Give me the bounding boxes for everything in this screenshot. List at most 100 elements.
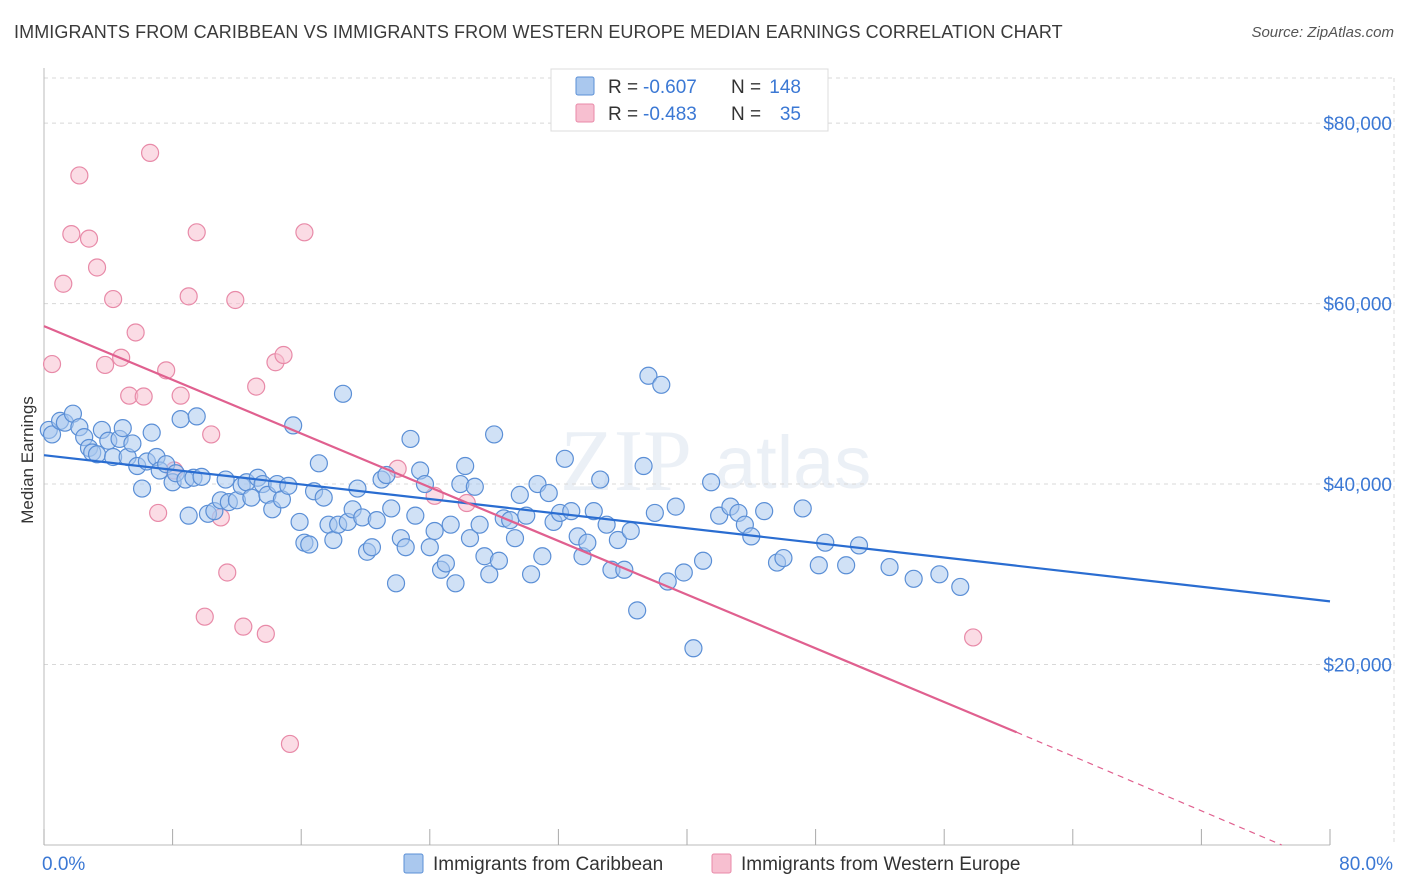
data-point-caribbean [652, 375, 671, 394]
data-point-caribbean [485, 425, 504, 444]
data-point-caribbean [621, 521, 640, 541]
data-point-caribbean [639, 366, 658, 385]
data-point-europe [202, 425, 221, 444]
data-point-caribbean [539, 483, 558, 503]
data-point-caribbean [406, 506, 425, 525]
data-point-caribbean [113, 419, 132, 438]
data-point-caribbean [809, 556, 828, 575]
data-point-caribbean [465, 477, 484, 496]
data-point-caribbean [142, 423, 161, 442]
stats-n-label: N = [731, 104, 761, 125]
data-point-caribbean [348, 479, 367, 498]
data-point-caribbean [279, 476, 298, 495]
data-point-caribbean [187, 407, 206, 426]
y-tick-label: $80,000 [1323, 114, 1392, 135]
data-point-caribbean [584, 502, 603, 521]
data-point-caribbean [666, 497, 685, 516]
data-point-caribbean [290, 512, 309, 532]
data-point-caribbean [401, 429, 420, 449]
data-point-caribbean [489, 551, 509, 570]
data-point-europe [95, 355, 115, 375]
data-point-caribbean [386, 574, 406, 593]
data-point-caribbean [42, 425, 62, 444]
data-point-europe [79, 229, 99, 248]
data-point-europe [134, 387, 153, 406]
data-point-caribbean [880, 557, 899, 577]
data-point-caribbean [774, 548, 793, 568]
data-point-caribbean [674, 563, 693, 582]
data-point-caribbean [608, 530, 627, 550]
data-point-caribbean [591, 470, 610, 489]
data-point-caribbean [382, 499, 401, 518]
data-point-caribbean [533, 547, 552, 566]
stats-n-label: N = [731, 77, 761, 98]
data-point-caribbean [216, 470, 235, 489]
data-point-caribbean [362, 538, 382, 557]
x-tick-label: 0.0% [42, 854, 85, 875]
legend-label-caribbean: Immigrants from Caribbean [433, 854, 663, 875]
data-point-europe [70, 166, 89, 185]
data-point-caribbean [396, 538, 415, 557]
data-point-caribbean [456, 456, 475, 476]
data-point-europe [87, 258, 107, 277]
data-point-europe [247, 377, 266, 396]
data-point-europe [234, 617, 253, 636]
y-tick-label: $40,000 [1323, 475, 1392, 496]
stats-r-label: R = [608, 104, 638, 125]
x-tick-label: 80.0% [1339, 854, 1393, 875]
data-point-caribbean [367, 511, 386, 530]
stats-n-value: 35 [780, 104, 801, 125]
data-point-europe [256, 624, 275, 643]
data-point-caribbean [634, 456, 653, 476]
trend-line-caribbean [43, 454, 1331, 603]
watermark: ZIP atlas [560, 413, 871, 510]
watermark-zip: ZIP [560, 413, 692, 510]
data-point-caribbean [425, 521, 444, 541]
y-axis-label: Median Earnings [18, 396, 37, 524]
data-point-caribbean [132, 479, 152, 498]
data-point-europe [140, 143, 160, 162]
stats-n-value: 148 [769, 77, 801, 98]
data-point-caribbean [849, 536, 869, 555]
watermark-atlas: atlas [715, 421, 871, 504]
data-point-caribbean [446, 574, 465, 593]
stats-r-label: R = [608, 77, 638, 98]
data-point-europe [149, 503, 168, 523]
data-point-caribbean [309, 454, 328, 473]
data-point-caribbean [314, 488, 333, 507]
data-point-caribbean [324, 530, 343, 550]
data-point-europe [226, 290, 245, 310]
trend-line-europe-extension [1016, 731, 1283, 846]
data-point-europe [171, 386, 190, 405]
data-point-caribbean [505, 529, 525, 548]
data-point-caribbean [684, 639, 703, 658]
data-point-europe [195, 607, 214, 626]
data-point-europe [104, 289, 123, 309]
data-point-caribbean [436, 554, 455, 573]
data-point-caribbean [930, 565, 949, 584]
data-point-caribbean [284, 416, 303, 435]
data-point-caribbean [192, 467, 211, 486]
data-point-caribbean [333, 384, 353, 403]
chart-title: IMMIGRANTS FROM CARIBBEAN VS IMMIGRANTS … [14, 22, 1063, 42]
x-tick-labels: 0.0% 80.0% [42, 854, 1393, 875]
y-tick-label: $60,000 [1323, 295, 1392, 316]
data-point-caribbean [470, 515, 489, 534]
data-point-caribbean [460, 529, 480, 548]
data-point-caribbean [951, 577, 970, 597]
data-point-caribbean [510, 485, 529, 504]
data-point-europe [126, 323, 145, 342]
stats-r-value: -0.607 [643, 77, 697, 98]
data-point-europe [964, 628, 983, 647]
data-point-caribbean [300, 535, 319, 554]
data-point-europe [280, 734, 300, 754]
data-point-caribbean [521, 565, 541, 584]
data-point-caribbean [562, 502, 581, 521]
legend: Immigrants from Caribbean Immigrants fro… [403, 853, 1020, 875]
data-point-caribbean [755, 502, 774, 521]
data-point-caribbean [242, 488, 261, 507]
data-point-caribbean [628, 601, 647, 620]
data-point-europe [274, 345, 293, 365]
legend-swatch-caribbean [403, 853, 424, 874]
